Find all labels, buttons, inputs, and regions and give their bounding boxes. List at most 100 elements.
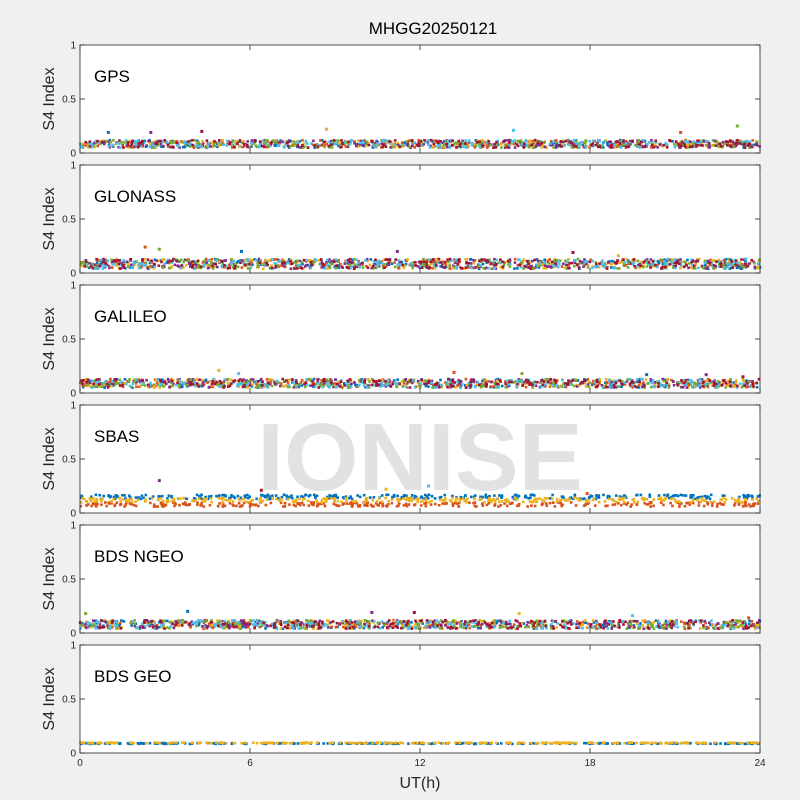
data-point — [538, 497, 542, 500]
data-point — [353, 142, 356, 145]
data-point — [581, 381, 584, 385]
data-point — [202, 259, 206, 263]
data-point — [639, 140, 643, 144]
data-point — [337, 264, 340, 267]
data-point — [196, 259, 200, 263]
data-point — [439, 261, 442, 264]
data-point — [356, 139, 360, 143]
data-point — [498, 261, 502, 265]
data-point — [390, 498, 394, 501]
data-point — [88, 141, 91, 145]
data-point — [359, 139, 363, 143]
data-point — [684, 382, 687, 386]
data-point — [258, 140, 262, 143]
data-point — [749, 505, 752, 508]
data-point — [412, 380, 415, 384]
data-point — [708, 381, 712, 384]
data-point — [505, 504, 509, 508]
data-point — [697, 144, 701, 147]
data-point — [501, 267, 505, 270]
data-point — [536, 497, 540, 501]
data-point — [379, 385, 382, 388]
data-point — [543, 261, 547, 264]
data-point — [731, 261, 734, 265]
data-point — [733, 502, 737, 505]
data-point — [350, 497, 354, 501]
data-point — [337, 504, 341, 508]
data-point — [437, 139, 441, 143]
data-point — [210, 380, 213, 383]
data-point — [496, 497, 500, 500]
data-point — [168, 385, 171, 389]
data-point — [729, 258, 732, 261]
data-point — [490, 385, 493, 388]
data-point — [614, 140, 618, 144]
data-point — [651, 379, 655, 382]
data-point — [407, 380, 410, 384]
data-point — [385, 140, 388, 144]
data-point — [578, 497, 582, 501]
data-point — [690, 380, 694, 384]
data-point — [90, 142, 94, 146]
data-point — [400, 141, 404, 145]
data-point — [732, 381, 736, 384]
data-point — [720, 503, 724, 506]
data-point — [458, 497, 461, 501]
data-point — [314, 496, 317, 499]
data-point — [590, 143, 593, 147]
data-point — [353, 257, 356, 261]
data-point — [131, 140, 134, 143]
data-point — [483, 141, 487, 144]
data-point — [753, 265, 757, 269]
data-point — [261, 383, 264, 387]
data-point — [748, 146, 751, 149]
data-point — [409, 496, 413, 500]
data-point — [155, 141, 159, 144]
data-point — [618, 138, 622, 142]
data-point — [622, 494, 626, 498]
data-point — [755, 140, 758, 143]
data-point — [372, 263, 376, 266]
data-point — [443, 139, 446, 143]
data-point — [349, 385, 353, 388]
data-point — [257, 257, 261, 261]
data-point — [349, 501, 353, 504]
data-point — [642, 139, 645, 142]
data-point — [521, 384, 525, 387]
data-point — [249, 379, 253, 383]
data-point — [246, 257, 249, 261]
data-point — [267, 259, 271, 262]
data-point — [271, 139, 275, 142]
data-point — [590, 266, 594, 270]
data-point — [232, 504, 235, 508]
data-point — [717, 145, 720, 149]
data-point — [516, 263, 520, 267]
data-point — [134, 496, 138, 499]
data-point — [140, 378, 144, 382]
data-point — [343, 141, 346, 144]
data-point — [465, 383, 469, 387]
data-point — [563, 499, 567, 502]
data-point — [218, 502, 221, 505]
data-point — [406, 497, 410, 500]
data-point — [467, 385, 471, 389]
data-point — [583, 497, 586, 500]
data-point — [421, 498, 425, 502]
data-point — [254, 258, 258, 262]
data-point — [344, 145, 348, 148]
data-point — [571, 250, 575, 254]
data-point — [371, 139, 374, 143]
data-point — [269, 380, 273, 383]
data-point — [169, 141, 173, 145]
data-point — [555, 264, 558, 268]
data-point — [129, 258, 133, 261]
data-point — [254, 386, 258, 389]
data-point — [203, 263, 206, 266]
data-point — [636, 500, 640, 504]
data-point — [665, 143, 669, 146]
data-point — [707, 495, 710, 499]
data-point — [174, 258, 178, 262]
data-point — [427, 484, 430, 488]
data-point — [529, 382, 533, 385]
data-point — [170, 378, 173, 381]
